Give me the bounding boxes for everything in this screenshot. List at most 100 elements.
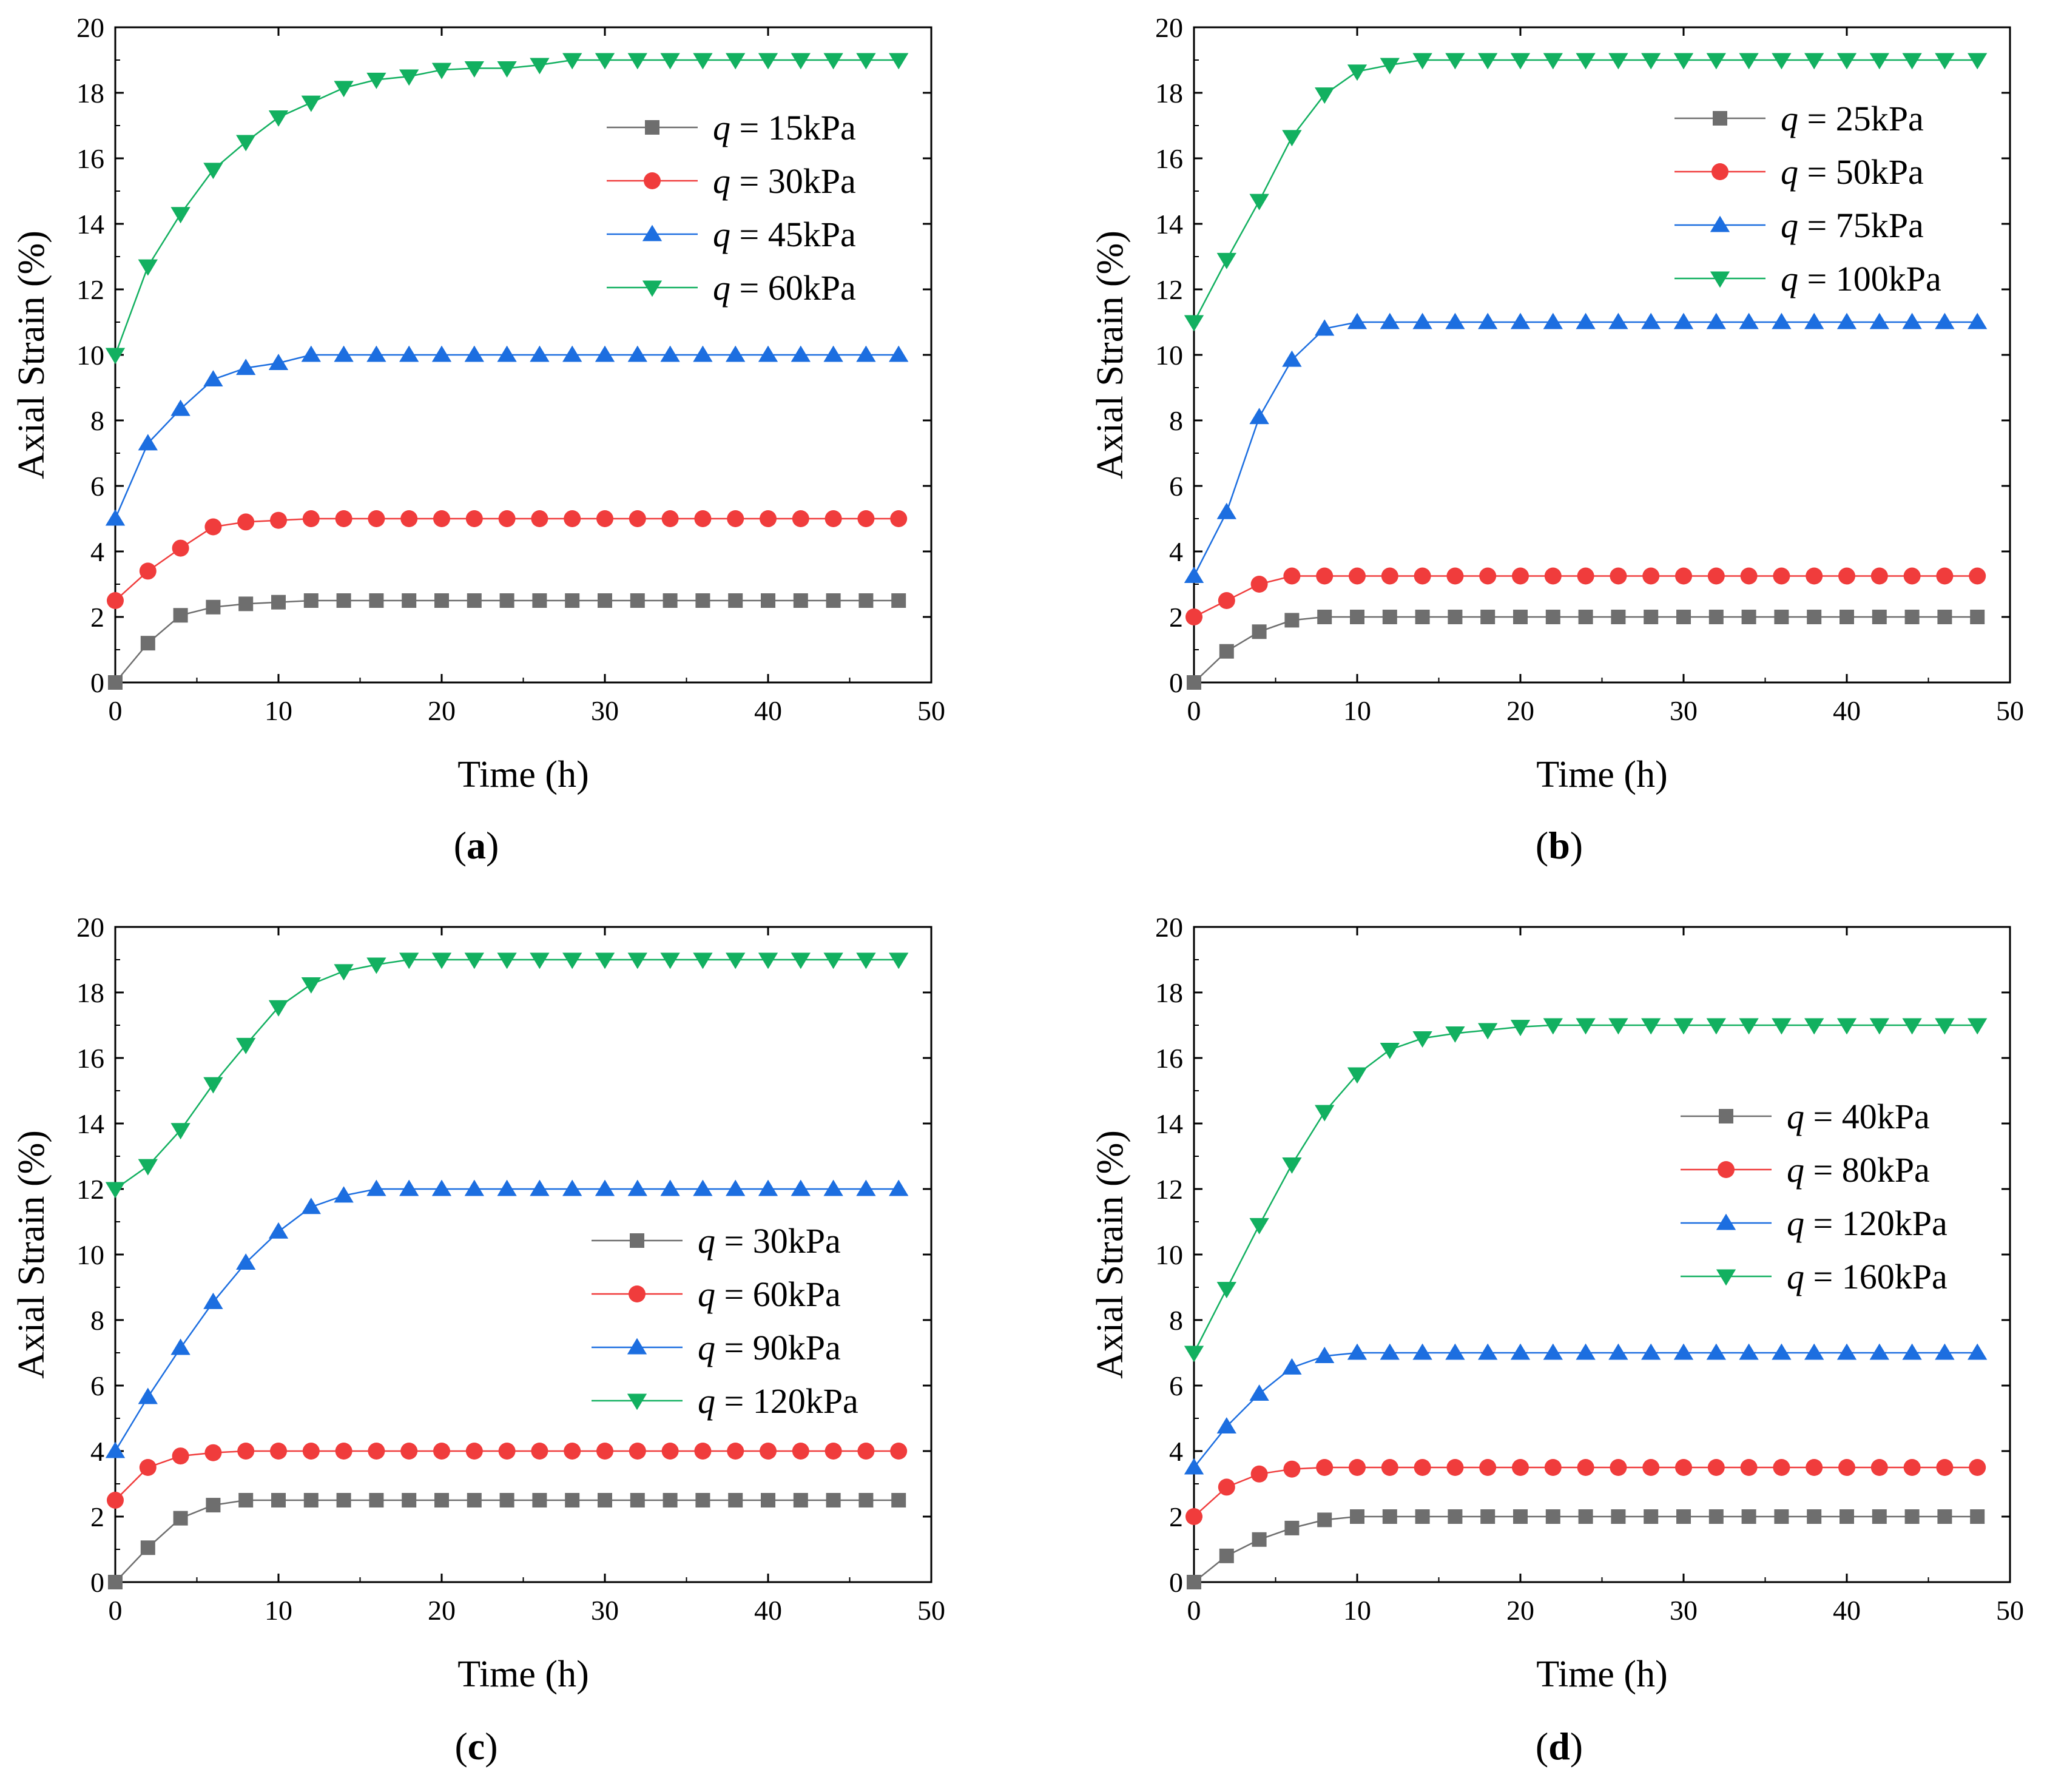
data-point xyxy=(1836,53,1857,70)
data-point xyxy=(858,593,874,608)
data-point xyxy=(1415,610,1430,624)
series-4 xyxy=(1184,53,1988,332)
data-point xyxy=(1545,610,1560,624)
data-point xyxy=(1478,1023,1498,1040)
data-point xyxy=(203,163,223,180)
data-point xyxy=(1184,1346,1204,1363)
y-tick-label: 4 xyxy=(90,1436,104,1467)
data-point xyxy=(1315,1347,1335,1363)
data-point xyxy=(1412,312,1432,329)
data-point xyxy=(105,348,126,365)
data-point xyxy=(660,345,680,362)
x-axis-title: Time (h) xyxy=(1536,754,1667,795)
data-point xyxy=(663,593,678,608)
y-axis-title: Axial Strain (%) xyxy=(1090,231,1131,479)
data-point xyxy=(629,510,646,527)
data-point xyxy=(1250,576,1268,593)
data-point xyxy=(1836,1343,1857,1360)
data-point xyxy=(1774,610,1789,624)
data-point xyxy=(1936,1459,1954,1476)
data-point xyxy=(1218,1478,1235,1496)
data-point xyxy=(1739,1343,1759,1360)
data-point xyxy=(1480,610,1496,624)
data-point xyxy=(1869,53,1889,70)
data-point xyxy=(366,345,386,362)
data-point xyxy=(399,952,419,969)
data-point xyxy=(1804,53,1824,70)
data-point xyxy=(726,345,746,362)
data-point xyxy=(1706,53,1726,70)
data-point xyxy=(791,1179,811,1196)
series-line xyxy=(115,1499,899,1583)
data-point xyxy=(366,1179,386,1196)
data-point xyxy=(564,1443,581,1460)
data-point xyxy=(1611,1509,1626,1524)
data-point xyxy=(1740,567,1758,585)
data-point xyxy=(1641,312,1661,329)
data-point xyxy=(303,1493,319,1507)
series-line xyxy=(114,354,899,519)
data-point xyxy=(1773,567,1790,585)
series-line xyxy=(114,59,899,355)
y-tick-label: 6 xyxy=(1169,1370,1183,1401)
x-tick-label: 40 xyxy=(1833,1595,1861,1626)
data-point xyxy=(758,952,778,969)
series-line xyxy=(1193,616,1978,683)
data-point xyxy=(694,1443,712,1460)
data-point xyxy=(1807,1509,1822,1524)
data-point xyxy=(464,1179,484,1196)
data-point xyxy=(1741,1509,1756,1524)
data-point xyxy=(663,1493,678,1507)
data-point xyxy=(238,1493,254,1507)
x-axis-title: Time (h) xyxy=(457,754,588,795)
data-point xyxy=(1642,567,1660,585)
data-point xyxy=(301,345,321,362)
data-point xyxy=(402,1493,417,1507)
x-tick-label: 50 xyxy=(1996,1595,2024,1626)
legend-marker xyxy=(630,1233,644,1248)
data-point xyxy=(1216,1282,1236,1299)
y-tick-label: 6 xyxy=(90,471,104,502)
data-point xyxy=(1935,1018,1955,1035)
data-point xyxy=(1249,1218,1269,1235)
y-tick-label: 14 xyxy=(76,1108,104,1139)
data-point xyxy=(497,345,517,362)
data-point xyxy=(1282,130,1302,147)
data-point xyxy=(431,62,452,79)
data-point xyxy=(562,53,582,70)
data-point xyxy=(108,1575,123,1589)
data-point xyxy=(761,1493,775,1507)
legend: q = 30kPa q = 60kPa q = 90kPa q = 120kPa xyxy=(592,1221,858,1421)
series-4 xyxy=(105,952,909,1199)
data-point xyxy=(530,58,550,75)
data-point xyxy=(303,593,319,608)
data-point xyxy=(1838,1459,1855,1476)
data-point xyxy=(1676,610,1691,624)
series-2 xyxy=(107,1443,908,1509)
data-point xyxy=(695,593,710,608)
data-point xyxy=(107,1492,124,1509)
data-point xyxy=(1478,53,1498,70)
data-point xyxy=(1445,53,1465,70)
y-tick-label: 14 xyxy=(76,209,104,240)
legend-marker xyxy=(642,280,663,297)
data-point xyxy=(630,593,645,608)
legend-label: q = 80kPa xyxy=(1787,1150,1930,1190)
data-point xyxy=(629,1443,646,1460)
y-tick-label: 6 xyxy=(1169,471,1183,502)
data-point xyxy=(1708,1509,1724,1524)
data-point xyxy=(1610,1459,1627,1476)
data-point xyxy=(237,1443,255,1460)
data-point xyxy=(498,510,516,527)
data-point xyxy=(140,636,155,651)
data-point xyxy=(1673,53,1694,70)
legend-label: q = 25kPa xyxy=(1781,99,1924,138)
data-point xyxy=(173,1511,188,1526)
data-point xyxy=(1414,567,1431,585)
data-point xyxy=(1347,312,1367,329)
data-point xyxy=(1380,312,1400,329)
data-point xyxy=(598,1493,612,1507)
legend-label: q = 40kPa xyxy=(1787,1097,1930,1136)
series-2 xyxy=(1185,567,1986,625)
data-point xyxy=(1317,1512,1332,1528)
